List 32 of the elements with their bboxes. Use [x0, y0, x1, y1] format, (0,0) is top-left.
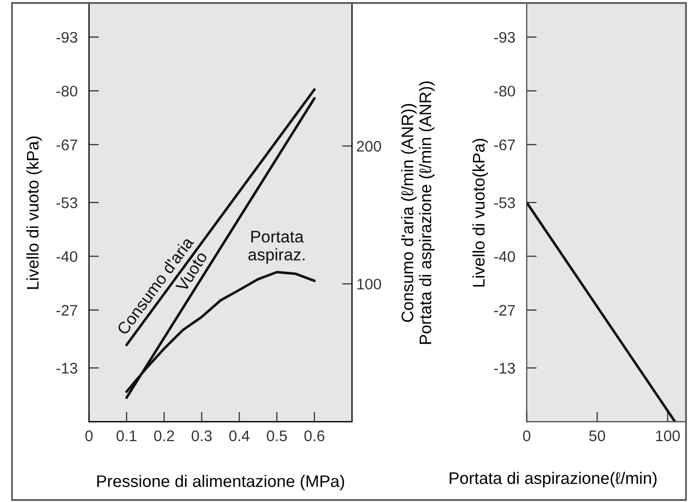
x-tick-label: 50 [589, 430, 606, 442]
x-axis-title: Portata di aspirazione(ℓ/min) [450, 472, 657, 488]
y-tick-label: -53 [56, 197, 78, 208]
y2-tick-label: 200 [356, 140, 382, 152]
x-tick-label: 0 [523, 430, 530, 442]
y-tick-label: -93 [494, 32, 515, 43]
y-tick-label: -67 [494, 139, 515, 150]
y-tick-label: -67 [56, 139, 78, 150]
x-tick-label: 0.1 [116, 430, 136, 442]
y-tick-label: -80 [56, 86, 78, 97]
x-tick-label: 100 [656, 430, 680, 442]
y-axis-title: Livello di vuoto (kPa) [26, 136, 42, 289]
x-tick-label: 0.5 [266, 430, 287, 442]
y-tick-label: -93 [56, 32, 78, 43]
y-tick-label: -13 [56, 362, 78, 374]
x-axis-title: Pressione di alimentazione (MPa) [97, 474, 344, 490]
y-tick-label: -53 [494, 197, 515, 208]
y-tick-label: -40 [494, 251, 515, 262]
x-tick-label: 0.6 [304, 430, 324, 442]
y-tick-label: -13 [494, 362, 515, 374]
series-label: Portata aspiraz. [248, 230, 305, 264]
y-tick-label: -40 [56, 251, 78, 262]
y-tick-label: -80 [494, 86, 515, 97]
y2-axis-title: Consumo d'aria (ℓ/min (ANR)) Portata di aspirazione (ℓ/min (ANR)) [401, 82, 435, 344]
x-tick-label: 0.4 [229, 430, 250, 442]
x-tick-label: 0 [85, 430, 93, 442]
y-axis-title: Livello di vuoto(kPa) [472, 138, 488, 287]
y-tick-label: -27 [494, 304, 515, 316]
y-tick-label: -27 [56, 304, 78, 316]
x-tick-label: 0.3 [192, 430, 212, 442]
y2-tick-label: 100 [357, 278, 382, 290]
x-tick-label: 0.2 [154, 430, 174, 442]
